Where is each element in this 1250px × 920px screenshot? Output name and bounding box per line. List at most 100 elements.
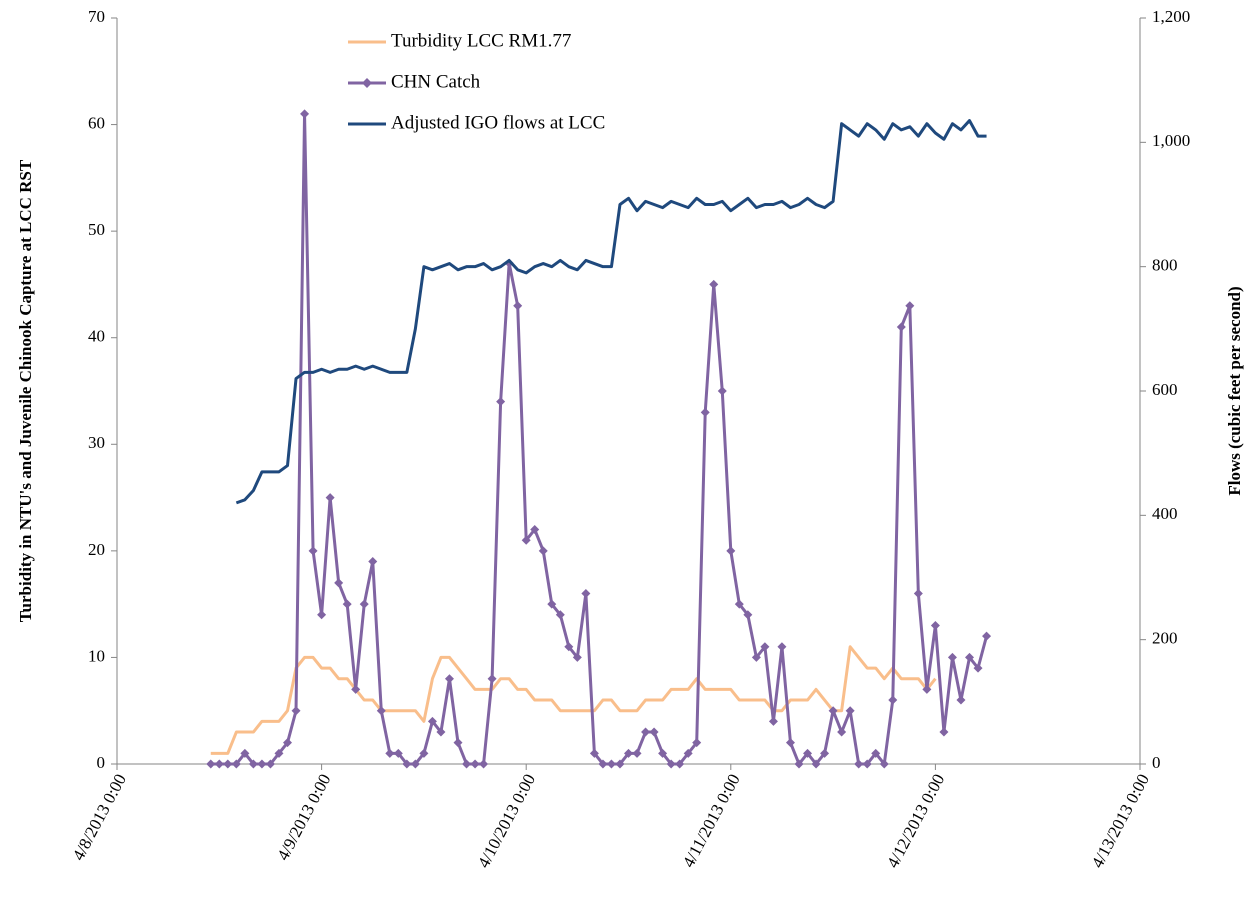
data-point xyxy=(777,642,787,652)
data-point xyxy=(930,620,940,630)
data-point xyxy=(794,759,804,769)
data-point xyxy=(598,759,608,769)
y-tick-label: 60 xyxy=(88,113,105,132)
data-point xyxy=(828,706,838,716)
y2-axis-title: Flows (cubic feet per second) xyxy=(1225,286,1244,495)
data-point xyxy=(641,727,651,737)
legend-label: Adjusted IGO flows at LCC xyxy=(391,112,605,133)
series-line xyxy=(210,645,937,755)
data-point xyxy=(726,546,736,556)
data-point xyxy=(410,759,420,769)
data-point xyxy=(624,748,633,758)
data-point xyxy=(547,599,557,609)
data-point xyxy=(334,578,344,588)
data-point xyxy=(513,301,523,311)
data-point xyxy=(419,748,429,758)
data-point xyxy=(709,279,719,289)
data-point xyxy=(444,674,454,684)
data-point xyxy=(300,109,310,119)
data-point xyxy=(811,759,821,769)
data-point xyxy=(666,759,676,769)
data-point xyxy=(214,759,224,769)
y2-tick-label: 600 xyxy=(1152,380,1178,399)
data-point xyxy=(291,706,301,716)
data-point xyxy=(564,642,574,652)
data-point xyxy=(368,557,378,567)
data-point xyxy=(658,748,668,758)
data-point xyxy=(632,748,642,758)
data-point xyxy=(462,759,472,769)
data-point xyxy=(308,546,318,556)
data-point xyxy=(206,759,216,769)
data-point xyxy=(845,706,855,716)
legend-label: Turbidity LCC RM1.77 xyxy=(391,30,571,51)
series-line xyxy=(210,112,988,766)
y-axis-title: Turbidity in NTU's and Juvenile Chinook … xyxy=(16,159,35,622)
data-point xyxy=(751,652,761,662)
y2-tick-label: 200 xyxy=(1152,629,1178,648)
data-point xyxy=(768,716,778,726)
data-point xyxy=(862,759,872,769)
data-point xyxy=(734,599,744,609)
data-point xyxy=(922,684,932,694)
data-point xyxy=(274,748,284,758)
data-point xyxy=(947,652,957,662)
data-point xyxy=(854,759,864,769)
data-point xyxy=(896,322,906,332)
data-point xyxy=(530,525,540,535)
data-point xyxy=(606,759,616,769)
data-point xyxy=(342,599,352,609)
data-point xyxy=(325,493,335,503)
y-tick-label: 20 xyxy=(88,540,105,559)
data-point xyxy=(581,588,591,598)
data-point xyxy=(248,759,258,769)
x-tick-label: 4/8/2013 0:00 xyxy=(69,771,130,864)
y-tick-label: 40 xyxy=(88,327,105,346)
data-point xyxy=(385,748,395,758)
x-tick-label: 4/9/2013 0:00 xyxy=(273,771,334,864)
data-point xyxy=(317,610,327,620)
data-point xyxy=(521,535,531,545)
data-point xyxy=(487,674,497,684)
y-tick-label: 10 xyxy=(88,646,105,665)
data-point xyxy=(675,759,685,769)
y2-tick-label: 1,200 xyxy=(1152,7,1190,26)
data-point xyxy=(683,748,693,758)
data-point xyxy=(820,748,830,758)
data-point xyxy=(223,759,233,769)
data-point xyxy=(470,759,480,769)
x-tick-label: 4/11/2013 0:00 xyxy=(679,771,744,871)
y-tick-label: 50 xyxy=(88,220,105,239)
x-tick-label: 4/12/2013 0:00 xyxy=(883,771,948,871)
data-point xyxy=(837,727,847,737)
data-point xyxy=(231,759,241,769)
data-point xyxy=(785,738,795,748)
data-point xyxy=(700,407,710,417)
data-point xyxy=(717,386,727,396)
data-point xyxy=(615,759,625,769)
data-point xyxy=(973,663,983,673)
data-point xyxy=(479,759,489,769)
data-point xyxy=(871,748,881,758)
x-tick-label: 4/10/2013 0:00 xyxy=(474,771,539,871)
data-point xyxy=(888,695,898,705)
data-point xyxy=(939,727,949,737)
data-point xyxy=(538,546,548,556)
data-point xyxy=(965,652,974,662)
data-point xyxy=(982,631,992,641)
data-point xyxy=(496,397,506,407)
data-point xyxy=(803,748,813,758)
series-line xyxy=(235,119,987,505)
legend-marker xyxy=(362,78,372,88)
data-point xyxy=(743,610,753,620)
y2-tick-label: 1,000 xyxy=(1152,131,1190,150)
data-point xyxy=(376,706,386,716)
data-point xyxy=(427,716,437,726)
data-point xyxy=(453,738,463,748)
data-point xyxy=(240,748,250,758)
y2-tick-label: 400 xyxy=(1152,504,1178,523)
data-point xyxy=(692,738,702,748)
data-point xyxy=(905,301,915,311)
data-point xyxy=(913,588,923,598)
y-tick-label: 0 xyxy=(97,753,106,772)
